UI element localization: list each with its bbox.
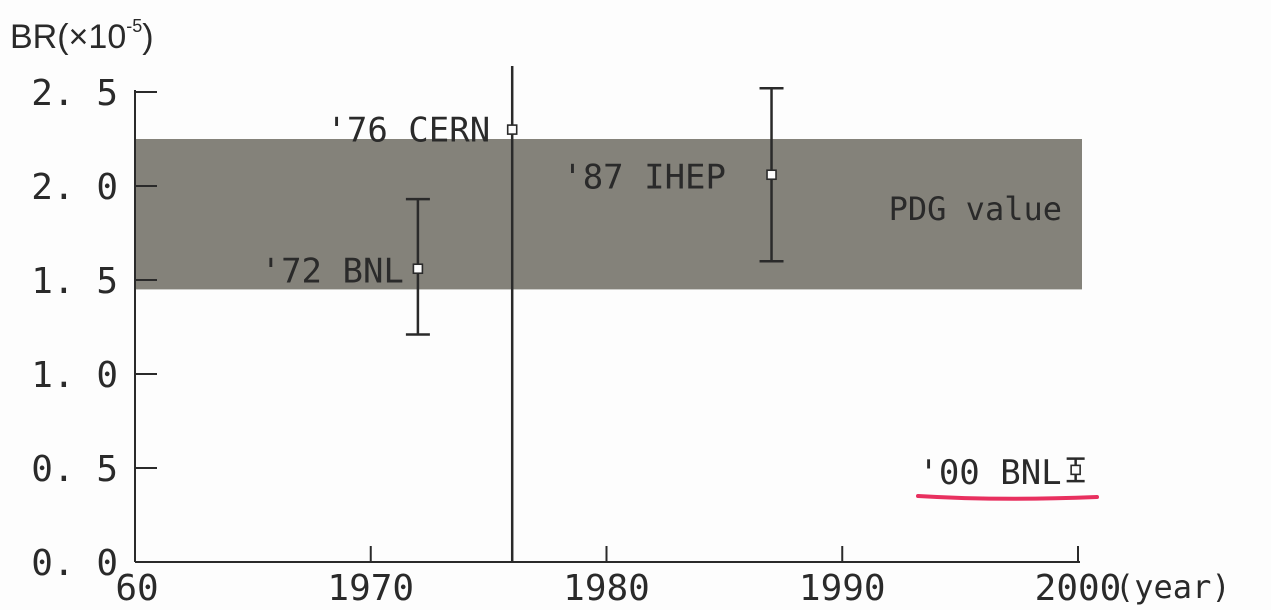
y-tick-label: 1. 5 [31, 261, 118, 302]
y-axis-label: BR(×10-5) [10, 16, 154, 56]
data-point: '87 IHEP [562, 86, 784, 263]
data-point: '72 BNL [261, 197, 430, 336]
data-point-label: '76 CERN [326, 111, 490, 151]
data-point: '76 CERN [326, 66, 518, 562]
y-axis-label-close: ) [142, 18, 153, 56]
y-tick-label: 0. 0 [31, 543, 118, 584]
y-tick-label: 2. 0 [31, 167, 118, 208]
pdg-value-band [135, 139, 1082, 290]
data-point-marker [412, 263, 424, 275]
y-axis-label-base: BR(×10 [10, 18, 126, 56]
x-tick-label: 1990 [799, 568, 886, 609]
y-tick-label: 1. 0 [31, 355, 118, 396]
x-tick-label: 1980 [563, 568, 650, 609]
highlight-underline [916, 494, 1099, 501]
data-point-label: '72 BNL [261, 252, 404, 292]
data-points: '72 BNL '76 CERN '87 IHEP '00 BNL [261, 66, 1099, 562]
y-tick-label: 2. 5 [31, 73, 118, 114]
data-point: '00 BNL [916, 453, 1099, 501]
data-point-marker [506, 124, 518, 135]
x-tick-label: 2000 [1035, 568, 1122, 609]
x-tick-label: 60 [115, 568, 158, 609]
data-point-label: '87 IHEP [562, 158, 726, 198]
y-tick-label: 0. 5 [31, 449, 118, 490]
x-axis-unit-label: (year) [1115, 568, 1231, 606]
axis-ticks: 0. 0 0. 5 1. 0 1. 5 2. 0 2. 5 60 1970 1980 1990 20… [31, 73, 1121, 609]
x-tick-label: 1970 [327, 568, 414, 609]
data-point-marker [766, 169, 777, 181]
pdg-value-label: PDG value [889, 190, 1062, 228]
data-point-label: '00 BNL [918, 453, 1061, 493]
data-point-marker [1070, 464, 1081, 476]
y-axis-label-exponent: -5 [126, 16, 142, 36]
